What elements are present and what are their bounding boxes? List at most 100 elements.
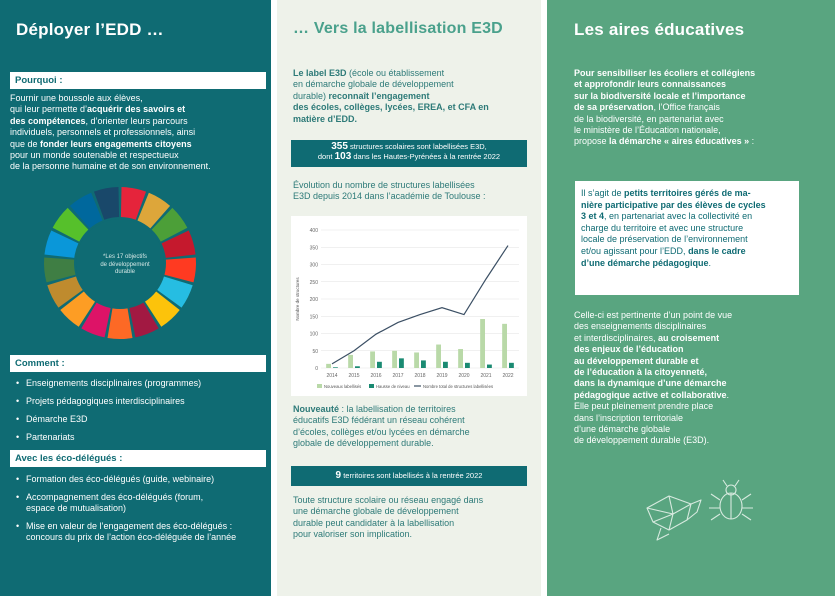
sdg-goal-14-icon [44,230,79,258]
y-axis-label: Nombre de structures [295,277,300,321]
list-item: Projets pédagogiques interdisciplinaires [14,396,269,407]
final-text: Toute structure scolaire ou réseau engag… [293,495,484,540]
y-tick-label: 100 [310,332,319,338]
x-tick-label: 2022 [502,373,513,379]
sdg-goal-5-icon [164,257,197,283]
bar [414,352,419,368]
legend-label: Nouveaux labellisés [324,384,361,389]
nouveaute-text: Nouveauté : la labellisation de territoi… [293,404,470,449]
bar [465,362,470,368]
sdg-goal-9-icon [107,308,133,339]
x-tick-label: 2019 [436,373,447,379]
pourquoi-line: pour un monde soutenable et respectueux [10,150,179,161]
y-tick-label: 300 [310,263,319,269]
fish-beetle-illustration-icon [646,479,753,541]
x-tick-label: 2021 [480,373,491,379]
column-gap [541,0,547,596]
bar [421,360,426,368]
x-tick-label: 2020 [458,373,469,379]
list-item: Démarche E3D [14,414,269,425]
legend-swatch [317,384,322,388]
sdg-goal-8-icon [129,302,159,338]
sdg-goal-10-icon [81,302,111,338]
x-tick-label: 2017 [392,373,403,379]
aires-intro: Pour sensibiliser les écoliers et collég… [574,68,756,147]
column-gap [271,0,277,596]
y-tick-label: 400 [310,228,319,234]
y-tick-label: 150 [310,314,319,320]
x-tick-label: 2018 [414,373,425,379]
pourquoi-line: des compétences, d’orienter leurs parcou… [10,115,188,126]
bar [502,323,507,368]
pourquoi-heading: Pourquoi : [10,72,266,89]
stats-band-structures: 355 structures scolaires sont labellisée… [291,140,527,167]
wheel-caption: *Les 17 objectifs de développement durab… [100,254,150,275]
list-item: Enseignements disciplinaires (programmes… [14,378,269,389]
column-labellisation: … Vers la labellisation E3D Le label E3D… [277,0,541,596]
bar [370,351,375,368]
x-tick-label: 2016 [370,373,381,379]
column-aires-educatives: Les aires éducatives Pour sensibiliser l… [547,0,835,596]
y-tick-label: 200 [310,297,319,303]
bar [333,367,338,368]
column-deployer: Déployer l’EDD … Pourquoi : Fournir une … [0,0,271,596]
sdg-goal-11-icon [60,291,96,327]
list-item: Formation des éco-délégués (guide, webin… [14,474,271,485]
legend-label: Hausse de niveau [376,384,410,389]
comment-heading: Comment : [10,355,266,372]
stats-band-territoires: 9 territoires sont labellisés à la rentr… [291,466,527,486]
aires-pertinence: Celle-ci est pertinente d’un point de vu… [574,310,733,446]
comment-list: Enseignements disciplinaires (programmes… [14,378,269,450]
labellisation-chart: 0 50 100 150 200 250 300 350 400 Nombre de struct… [291,216,527,396]
pourquoi-line: que de fonder leurs engagements citoyens [10,138,192,149]
bar [443,361,448,368]
eco-heading: Avec les éco-délégués : [10,450,266,467]
legend-label: Nombre total de structures labellisées [423,384,493,389]
bar [487,364,492,368]
sdg-goal-17-icon [93,187,120,220]
col3-title: Les aires éducatives [574,20,745,39]
bar [509,362,514,368]
x-tick-label: 2015 [348,373,359,379]
sdg-goal-6-icon [157,276,193,308]
bar [377,361,382,368]
y-tick-label: 350 [310,245,319,251]
sdg-goal-13-icon [43,257,76,283]
y-tick-label: 50 [312,349,318,355]
list-item: Mise en valeur de l’engagement des éco-d… [14,521,271,543]
chart-svg: 0 50 100 150 200 250 300 350 400 Nombre de struct… [295,228,519,389]
series-line [331,245,509,365]
label-intro: Le label E3D (école ou établissement en … [293,68,489,124]
bar [399,358,404,368]
col1-title: Déployer l’EDD … [16,20,164,39]
sdg-goal-4-icon [161,230,196,258]
list-item: Partenariats [14,432,269,443]
sdg-goal-12-icon [47,276,83,308]
sdg-goal-16-icon [69,192,103,229]
eco-list: Formation des éco-délégués (guide, webin… [14,474,271,550]
y-tick-label: 250 [310,280,319,286]
legend-swatch [369,384,374,388]
sdg-goal-7-icon [144,291,180,327]
bar [348,354,353,368]
sdg-goal-3-icon [151,207,188,242]
pourquoi-line: Fournir une boussole aux élèves, [10,93,143,103]
bar [355,366,360,368]
x-tick-label: 2014 [326,373,337,379]
bar [326,363,331,368]
y-tick-label: 0 [315,366,318,372]
pourquoi-text: Fournir une boussole aux élèves, qui leu… [10,93,270,173]
bar [436,344,441,368]
bar [458,349,463,368]
aires-definition-box: Il s’agit de petits territoires gérés de… [573,181,799,295]
sdg-goal-1-icon [120,187,147,220]
sdg-wheel-icon [43,187,197,339]
pourquoi-line: individuels, personnels et professionnel… [10,127,196,138]
sdg-goal-2-icon [137,192,171,229]
bar [392,350,397,368]
pourquoi-line: qui leur permette d’acquérir des savoirs… [10,104,186,115]
pourquoi-line: de la personne humaine et de son environ… [10,161,211,172]
bar [480,319,485,368]
list-item: Accompagnement des éco-délégués (forum,e… [14,492,271,514]
col2-title: … Vers la labellisation E3D [293,20,503,37]
